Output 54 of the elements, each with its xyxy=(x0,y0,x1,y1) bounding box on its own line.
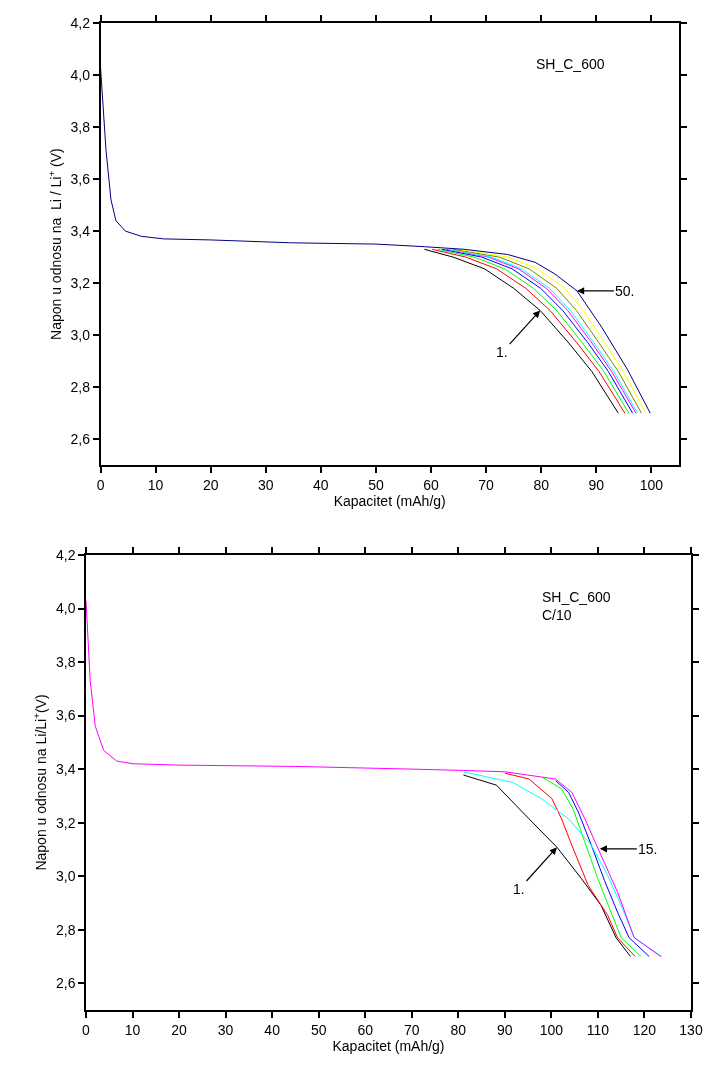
x-tick-label: 40 xyxy=(264,1021,281,1038)
annotation: 15. xyxy=(638,841,658,857)
x-tick-label: 0 xyxy=(82,1021,91,1038)
y-tick-label: 3,0 xyxy=(55,868,76,885)
y-tick-label: 2,8 xyxy=(55,921,76,938)
y-tick-label: 4,2 xyxy=(70,14,91,31)
x-tick-label: 120 xyxy=(632,1021,657,1038)
annotation: SH_C_600 C/10 xyxy=(542,589,611,624)
x-tick-label: 0 xyxy=(96,476,105,493)
y-tick-label: 2,6 xyxy=(70,431,91,448)
x-tick-label: 80 xyxy=(533,476,550,493)
x-tick-label: 20 xyxy=(171,1021,188,1038)
x-axis-title: Kapacitet (mAh/g) xyxy=(332,1037,445,1054)
x-tick-label: 50 xyxy=(368,476,384,493)
y-tick-label: 3,0 xyxy=(70,327,91,344)
y-tick-label: 3,4 xyxy=(70,222,91,239)
x-tick-label: 90 xyxy=(588,476,605,493)
x-tick-label: 40 xyxy=(313,476,329,493)
y-tick-label: 4,0 xyxy=(55,600,76,617)
x-tick-label: 60 xyxy=(423,476,440,493)
y-tick-label: 4,2 xyxy=(55,546,76,563)
y-tick-label: 3,8 xyxy=(70,118,91,135)
y-tick-label: 3,4 xyxy=(55,761,76,778)
y-tick-label: 3,8 xyxy=(55,653,76,670)
x-tick-label: 130 xyxy=(679,1021,703,1038)
x-tick-label: 70 xyxy=(478,476,495,493)
y-tick-label: 2,8 xyxy=(70,379,91,396)
y-tick-label: 3,2 xyxy=(55,814,76,831)
x-tick-label: 10 xyxy=(124,1021,141,1038)
x-tick-label: 30 xyxy=(257,476,274,493)
annotation: 1. xyxy=(513,881,525,897)
line-series xyxy=(462,774,631,957)
x-tick-label: 110 xyxy=(586,1021,610,1038)
annotation: 1. xyxy=(496,344,508,360)
x-tick-label: 90 xyxy=(497,1021,513,1038)
x-tick-label: 50 xyxy=(310,1021,327,1038)
line-series xyxy=(504,772,636,957)
x-tick-label: 80 xyxy=(450,1021,467,1038)
y-tick-label: 3,2 xyxy=(70,275,91,291)
x-axis-title: Kapacitet (mAh/g) xyxy=(333,492,446,509)
x-tick-label: 30 xyxy=(217,1021,234,1038)
annotation: SH_C_600 xyxy=(536,56,605,72)
x-tick-label: 10 xyxy=(147,476,164,493)
y-tick-label: 3,6 xyxy=(55,707,76,724)
x-tick-label: 100 xyxy=(639,476,664,493)
x-tick-label: 20 xyxy=(202,476,219,493)
line-series xyxy=(462,771,663,957)
x-tick-label: 60 xyxy=(357,1021,374,1038)
y-tick-label: 3,6 xyxy=(70,170,91,187)
x-tick-label: 100 xyxy=(539,1021,564,1038)
y-tick-label: 2,6 xyxy=(55,975,76,992)
x-tick-label: 70 xyxy=(403,1021,420,1038)
annotation: 50. xyxy=(615,283,635,299)
y-tick-label: 4,0 xyxy=(70,66,91,83)
